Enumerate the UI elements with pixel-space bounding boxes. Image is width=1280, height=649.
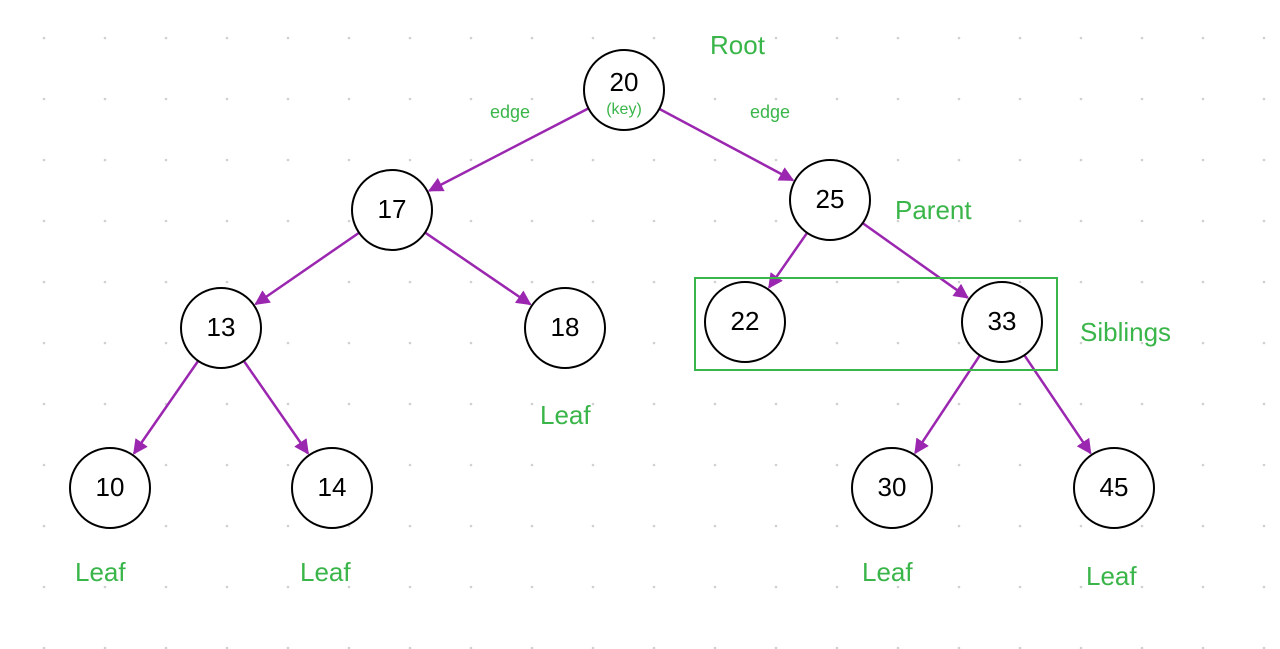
node-sublabel: (key): [606, 101, 642, 118]
annotation-edge_r: edge: [750, 102, 790, 122]
annotation-leaf18: Leaf: [540, 400, 591, 430]
node-label: 22: [731, 306, 760, 336]
tree-node: 22: [705, 282, 785, 362]
tree-node: 25: [790, 160, 870, 240]
annotation-leaf30: Leaf: [862, 557, 913, 587]
node-label: 18: [551, 312, 580, 342]
tree-node: 14: [292, 448, 372, 528]
annotation-leaf10: Leaf: [75, 557, 126, 587]
node-label: 25: [816, 184, 845, 214]
tree-node: 18: [525, 288, 605, 368]
node-label: 20: [610, 67, 639, 97]
tree-node: 45: [1074, 448, 1154, 528]
annotation-root: Root: [710, 30, 766, 60]
tree-node: 10: [70, 448, 150, 528]
annotation-leaf45: Leaf: [1086, 561, 1137, 591]
tree-node: 17: [352, 170, 432, 250]
tree-diagram: 20 (key) 17 25 13 18 22 33 10 14 30 45 Root edge edge P…: [0, 0, 1280, 649]
tree-node: 20 (key): [584, 50, 664, 130]
node-label: 17: [378, 194, 407, 224]
tree-node: 30: [852, 448, 932, 528]
annotation-parent: Parent: [895, 195, 972, 225]
node-label: 45: [1100, 472, 1129, 502]
annotation-siblings: Siblings: [1080, 317, 1171, 347]
node-label: 13: [207, 312, 236, 342]
node-label: 10: [96, 472, 125, 502]
annotation-leaf14: Leaf: [300, 557, 351, 587]
node-label: 33: [988, 306, 1017, 336]
node-label: 30: [878, 472, 907, 502]
node-label: 14: [318, 472, 347, 502]
annotation-edge_l: edge: [490, 102, 530, 122]
tree-node: 13: [181, 288, 261, 368]
tree-node: 33: [962, 282, 1042, 362]
